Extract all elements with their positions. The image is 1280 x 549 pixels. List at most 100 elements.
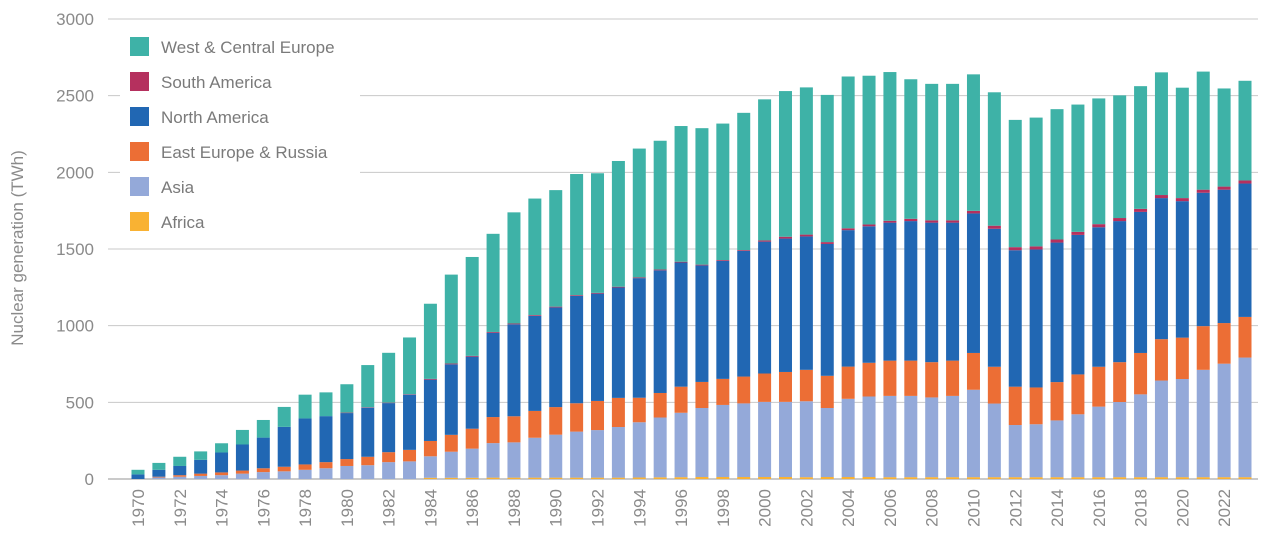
- bar-segment-north-america: [1217, 189, 1231, 324]
- bar-segment-asia: [946, 395, 960, 478]
- x-tick-label: 2010: [964, 489, 983, 527]
- bar-segment-north-america: [611, 287, 625, 398]
- bar-segment-africa: [611, 477, 625, 479]
- bar-segment-south-america: [549, 306, 563, 308]
- bar-segment-west-central-europe: [1071, 104, 1085, 232]
- bar-segment-west-central-europe: [382, 352, 396, 403]
- x-tick-label: 1978: [296, 489, 315, 527]
- bar-segment-east-europe-russia: [298, 464, 312, 470]
- bar-segment-east-europe-russia: [277, 466, 291, 472]
- bar-segment-east-europe-russia: [1238, 316, 1252, 358]
- bar-segment-asia: [862, 396, 876, 478]
- bar-segment-africa: [778, 477, 792, 479]
- x-tick-label: 1990: [547, 489, 566, 527]
- bar-segment-east-europe-russia: [611, 397, 625, 428]
- bar-segment-north-america: [695, 265, 709, 382]
- bar-segment-west-central-europe: [737, 112, 751, 251]
- bar-segment-asia: [423, 456, 437, 478]
- bar-segment-asia: [883, 395, 897, 478]
- bar-segment-east-europe-russia: [152, 476, 166, 478]
- bar-segment-africa: [1113, 477, 1127, 479]
- bar-segment-asia: [277, 471, 291, 479]
- bar-segment-west-central-europe: [298, 394, 312, 419]
- x-tick-label: 2004: [839, 489, 858, 527]
- bar-segment-north-america: [382, 403, 396, 453]
- bar-segment-east-europe-russia: [695, 381, 709, 409]
- bar-segment-east-europe-russia: [862, 362, 876, 397]
- bar-segment-asia: [758, 401, 772, 477]
- bar-segment-east-europe-russia: [987, 366, 1001, 404]
- bar-segment-africa: [653, 477, 667, 479]
- legend-label: South America: [161, 73, 272, 92]
- bar-segment-asia: [194, 475, 208, 479]
- bar-segment-east-europe-russia: [194, 473, 208, 476]
- bar-segment-africa: [1050, 477, 1064, 479]
- bar-segment-west-central-europe: [319, 392, 333, 417]
- bar-segment-africa: [737, 477, 751, 479]
- legend: West & Central Europe South America North …: [120, 24, 360, 242]
- bar-segment-south-america: [611, 286, 625, 288]
- bar-segment-asia: [173, 476, 187, 479]
- x-tick-label: 2002: [797, 489, 816, 527]
- legend-swatch: [130, 177, 149, 196]
- bar-segment-east-europe-russia: [925, 362, 939, 398]
- bar-segment-west-central-europe: [758, 99, 772, 241]
- y-tick-label: 3000: [56, 10, 94, 29]
- bar-segment-south-america: [966, 210, 980, 214]
- x-tick-label: 1996: [672, 489, 691, 527]
- legend-swatch: [130, 72, 149, 91]
- bar-segment-west-central-europe: [695, 128, 709, 265]
- bar-segment-asia: [465, 448, 479, 478]
- bar-segment-south-america: [778, 236, 792, 239]
- bar-segment-east-europe-russia: [904, 360, 918, 396]
- bar-segment-north-america: [173, 465, 187, 476]
- bar-segment-africa: [946, 477, 960, 479]
- bar-segment-west-central-europe: [528, 198, 542, 316]
- bar-segment-africa: [1071, 477, 1085, 479]
- bar-segment-africa: [1092, 477, 1106, 479]
- legend-label: West & Central Europe: [161, 38, 335, 57]
- bar-segment-west-central-europe: [1238, 80, 1252, 181]
- bar-segment-east-europe-russia: [486, 417, 500, 444]
- bar-segment-north-america: [946, 222, 960, 361]
- bar-segment-north-america: [465, 356, 479, 429]
- bar-segment-south-america: [1175, 198, 1189, 202]
- y-tick-label: 1500: [56, 240, 94, 259]
- bar-segment-africa: [904, 477, 918, 479]
- bar-segment-east-europe-russia: [716, 378, 730, 405]
- x-tick-label: 1972: [171, 489, 190, 527]
- bar-segment-north-america: [1029, 249, 1043, 388]
- bar-segment-east-europe-russia: [1217, 323, 1231, 364]
- bar-segment-east-europe-russia: [778, 371, 792, 402]
- bar-segment-west-central-europe: [925, 83, 939, 221]
- bar-segment-africa: [591, 477, 605, 479]
- bar-segment-africa: [1217, 477, 1231, 479]
- bar-segment-south-america: [946, 220, 960, 223]
- bar-segment-north-america: [1050, 242, 1064, 383]
- x-tick-label: 1984: [421, 489, 440, 527]
- bar-segment-africa: [674, 477, 688, 479]
- bar-segment-asia: [1134, 394, 1148, 478]
- bar-segment-east-europe-russia: [591, 400, 605, 431]
- bar-segment-north-america: [987, 228, 1001, 367]
- bar-segment-south-america: [987, 225, 1001, 229]
- bar-segment-north-america: [904, 221, 918, 361]
- bar-segment-east-europe-russia: [570, 403, 584, 432]
- bar-segment-africa: [716, 477, 730, 479]
- bar-segment-west-central-europe: [966, 74, 980, 211]
- bar-segment-asia: [611, 427, 625, 478]
- bar-segment-north-america: [277, 426, 291, 467]
- bar-segment-east-europe-russia: [361, 456, 375, 466]
- legend-background: [120, 24, 360, 242]
- bar-segment-east-europe-russia: [1092, 366, 1106, 407]
- bar-segment-west-central-europe: [716, 123, 730, 261]
- bar-segment-east-europe-russia: [235, 470, 249, 474]
- bar-segment-east-europe-russia: [632, 397, 646, 423]
- bar-segment-west-central-europe: [570, 174, 584, 296]
- legend-label: North America: [161, 108, 269, 127]
- bar-segment-south-america: [632, 277, 646, 279]
- bar-segment-north-america: [966, 213, 980, 353]
- bar-segment-west-central-europe: [131, 469, 145, 475]
- bar-segment-asia: [716, 404, 730, 478]
- bar-segment-south-america: [695, 264, 709, 266]
